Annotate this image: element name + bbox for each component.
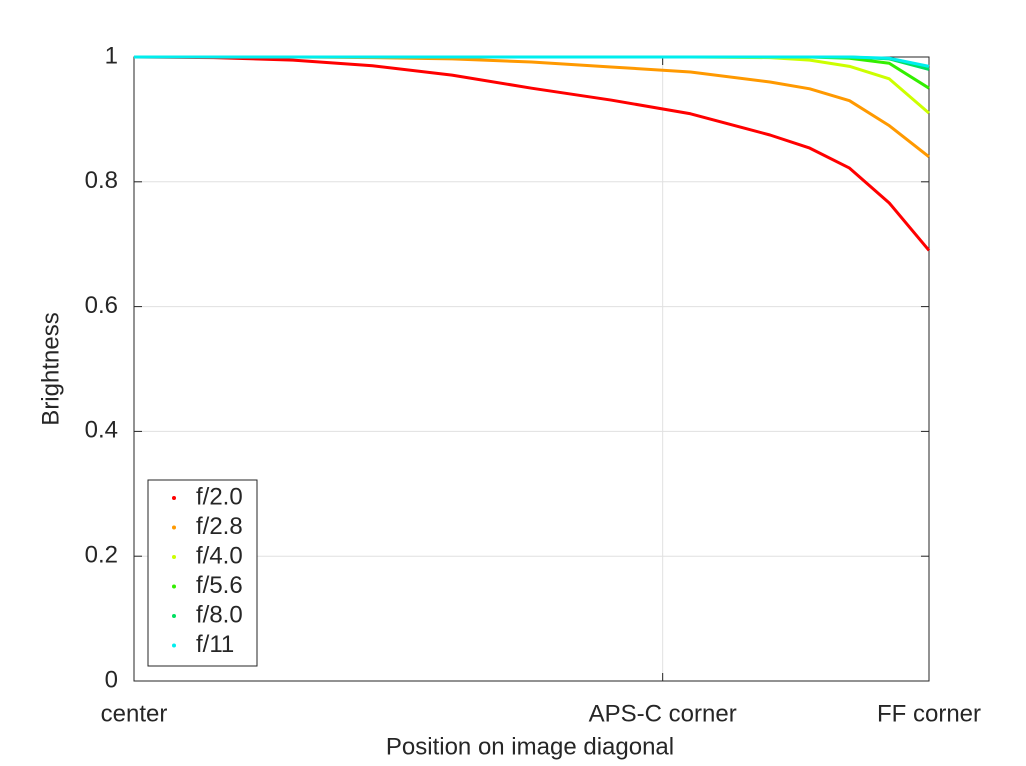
legend-label: f/2.0 <box>196 483 243 510</box>
legend-marker <box>172 496 176 500</box>
series-line <box>133 55 931 252</box>
y-tick-label: 0.8 <box>85 167 118 194</box>
y-tick-label: 0.6 <box>85 292 118 319</box>
x-tick-label: center <box>101 700 168 727</box>
legend-label: f/8.0 <box>196 601 243 628</box>
legend-marker <box>172 643 176 648</box>
legend-marker <box>172 525 176 530</box>
series-line <box>134 55 930 68</box>
y-tick-label: 0.2 <box>85 542 118 569</box>
legend-label: f/4.0 <box>196 542 243 569</box>
x-tick-label: FF corner <box>877 700 981 727</box>
legend-marker <box>172 584 176 589</box>
y-tick-label: 0.4 <box>85 417 118 444</box>
y-tick-label: 0 <box>105 666 118 693</box>
legend-marker <box>172 614 176 618</box>
x-axis-label: Position on image diagonal <box>386 733 674 760</box>
series-line <box>134 55 930 115</box>
legend-marker <box>172 555 176 559</box>
y-tick-label: 1 <box>105 42 118 69</box>
series-line <box>134 55 930 159</box>
legend-label: f/2.8 <box>196 513 243 540</box>
y-axis-label: Brightness <box>37 312 64 425</box>
legend-box <box>147 479 258 667</box>
legend-label: f/11 <box>196 631 234 658</box>
legend-label: f/5.6 <box>196 572 243 599</box>
x-tick-label: APS-C corner <box>589 700 737 727</box>
